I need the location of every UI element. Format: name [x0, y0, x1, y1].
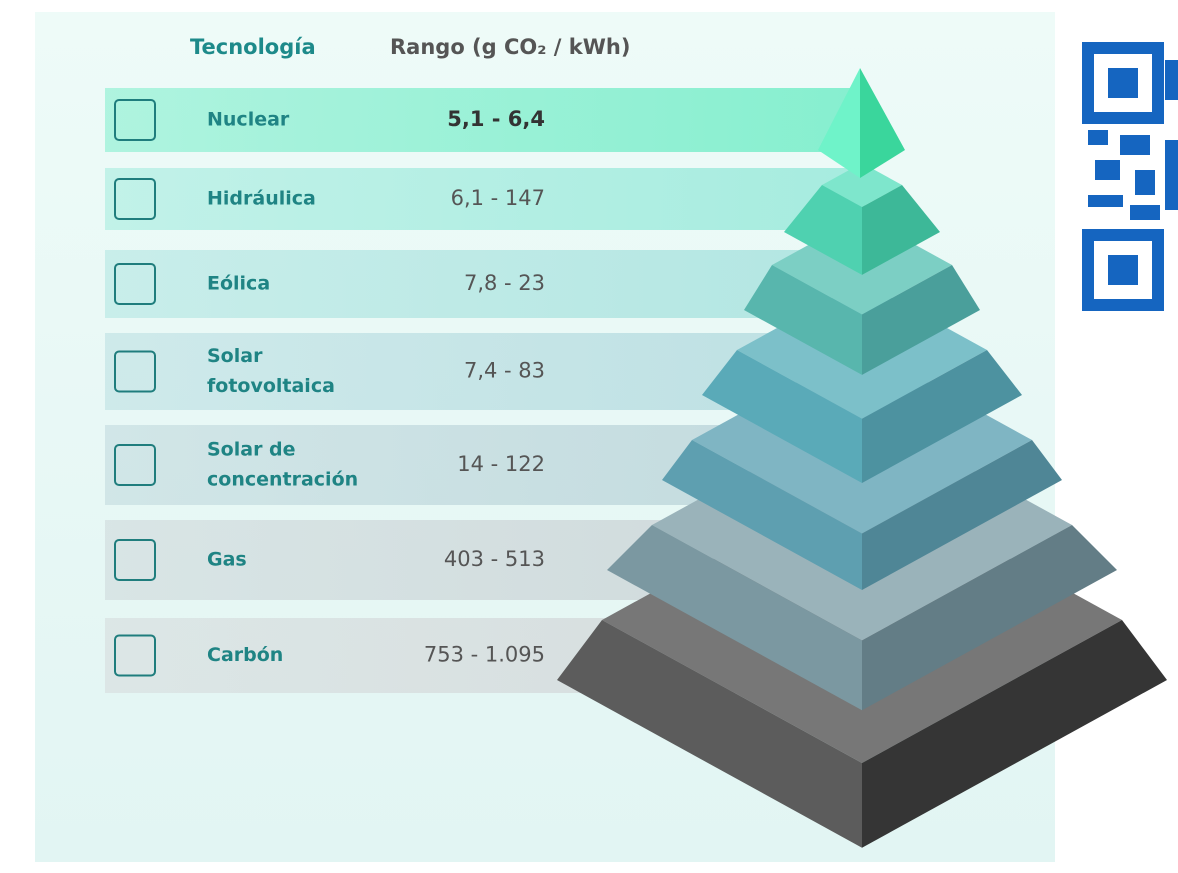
row-label: Gas: [207, 549, 247, 571]
infographic: Nuclear 5,1 - 6,4 Hidráulica 6,1 - 147 Eólic…: [0, 0, 1178, 873]
row-label: Nuclear: [207, 109, 290, 131]
row-label: Solar de: [207, 439, 296, 461]
row-range: 5,1 - 6,4: [447, 107, 545, 131]
header-technology: Tecnología: [190, 35, 316, 59]
row-range: 14 - 122: [457, 452, 545, 476]
row-label: fotovoltaica: [207, 375, 335, 397]
row-range: 403 - 513: [444, 547, 545, 571]
row-label: concentración: [207, 469, 358, 491]
row-label: Carbón: [207, 644, 283, 666]
row-range: 7,8 - 23: [464, 271, 545, 295]
header-range: Rango (g CO₂ / kWh): [390, 35, 630, 59]
row-range: 6,1 - 147: [451, 186, 545, 210]
row-label: Hidráulica: [207, 188, 316, 210]
qr-code: [1055, 0, 1178, 340]
row-label: Eólica: [207, 273, 270, 295]
row-range: 753 - 1.095: [424, 643, 545, 667]
row-range: 7,4 - 83: [464, 359, 545, 383]
row-label: Solar: [207, 345, 263, 367]
